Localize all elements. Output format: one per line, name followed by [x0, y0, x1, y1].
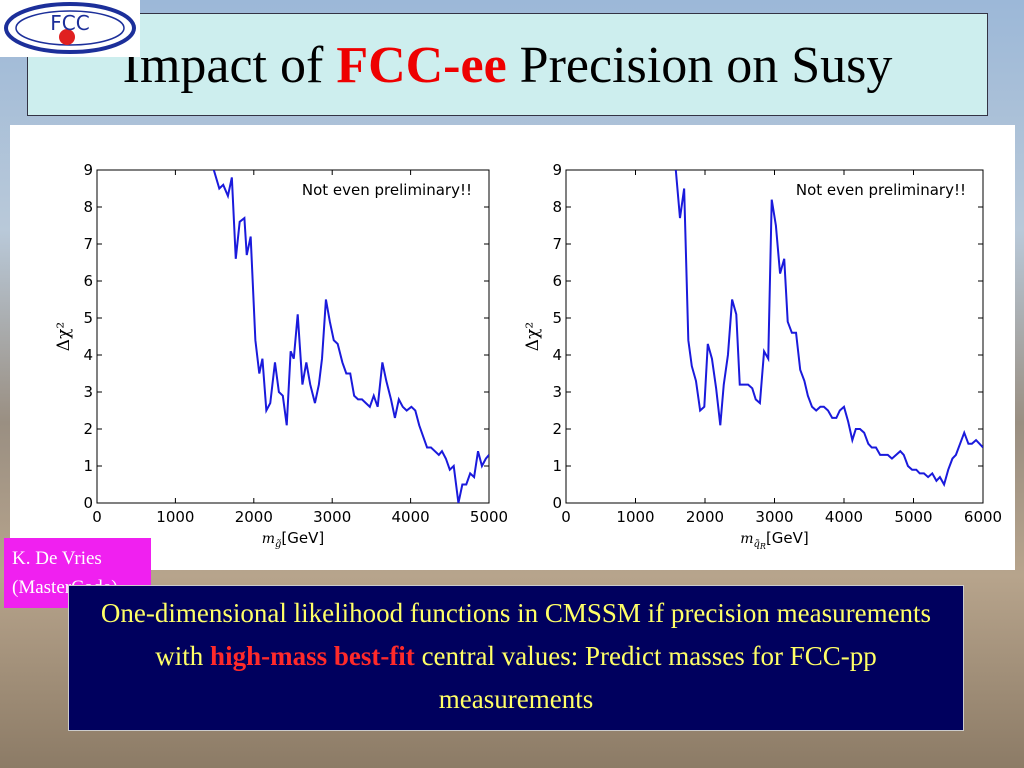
- y-tick-label: 9: [552, 161, 562, 179]
- y-tick-label: 7: [83, 235, 93, 253]
- y-tick-label: 1: [83, 457, 93, 475]
- x-tick-label: 5000: [894, 508, 932, 526]
- y-tick-label: 5: [83, 309, 93, 327]
- x-tick-label: 0: [92, 508, 102, 526]
- y-tick-label: 2: [552, 420, 562, 438]
- summary-box: One-dimensional likelihood functions in …: [68, 585, 964, 731]
- x-tick-label: 0: [561, 508, 571, 526]
- title-highlight: FCC-ee: [336, 37, 507, 94]
- x-tick-label: 4000: [825, 508, 863, 526]
- x-axis-label-var: m: [262, 531, 275, 547]
- logo-text: FCC: [50, 11, 89, 35]
- data-line: [674, 170, 983, 488]
- x-axis-label-var: m: [740, 531, 753, 547]
- y-tick-label: 6: [552, 272, 562, 290]
- y-tick-label: 9: [83, 161, 93, 179]
- title-text: Impact of: [122, 37, 324, 94]
- y-tick-label: 6: [83, 272, 93, 290]
- x-axis-label: mg̃[GeV]: [262, 529, 325, 550]
- y-tick-label: 8: [83, 198, 93, 216]
- annotation: Not even preliminary!!: [796, 181, 966, 199]
- logo-ring: [15, 10, 125, 46]
- x-tick-label: 3000: [313, 508, 351, 526]
- logo: FCC: [0, 0, 140, 57]
- x-axis-label: mq̃R[GeV]: [740, 529, 809, 551]
- y-axis-label: Δχ²: [54, 322, 74, 351]
- y-axis-label: Δχ²: [523, 322, 543, 351]
- data-line: [212, 170, 489, 503]
- y-tick-label: 8: [552, 198, 562, 216]
- annotation: Not even preliminary!!: [302, 181, 472, 199]
- x-axis-label-unit: [GeV]: [766, 529, 809, 547]
- y-tick-label: 7: [552, 235, 562, 253]
- x-axis-label-subsub: R: [759, 542, 766, 551]
- y-tick-label: 4: [552, 346, 562, 364]
- x-tick-label: 6000: [964, 508, 1002, 526]
- logo-ring: [4, 2, 136, 54]
- summary-text: One-dimensional likelihood functions in …: [100, 598, 932, 671]
- x-tick-label: 5000: [470, 508, 508, 526]
- x-tick-label: 2000: [686, 508, 724, 526]
- y-tick-label: 5: [552, 309, 562, 327]
- author-name: K. De Vries: [12, 548, 102, 569]
- y-tick-label: 4: [83, 346, 93, 364]
- x-tick-label: 2000: [235, 508, 273, 526]
- x-axis-label-sub: g̃: [275, 539, 281, 550]
- logo-dot: [59, 29, 75, 45]
- summary-highlight: high-mass best-fit: [210, 641, 415, 671]
- x-tick-label: 1000: [156, 508, 194, 526]
- x-axis-label-sub: q̃: [754, 539, 760, 550]
- y-tick-label: 0: [552, 494, 562, 512]
- y-tick-label: 3: [83, 383, 93, 401]
- title-text: Precision on Susy: [519, 37, 893, 94]
- y-tick-label: 1: [552, 457, 562, 475]
- y-tick-label: 2: [83, 420, 93, 438]
- y-tick-label: 0: [83, 494, 93, 512]
- x-tick-label: 3000: [755, 508, 793, 526]
- x-tick-label: 1000: [616, 508, 654, 526]
- title-box: Impact of FCC-ee Precision on Susy: [27, 13, 988, 116]
- chart-panel: [10, 125, 1015, 570]
- x-tick-label: 4000: [392, 508, 430, 526]
- x-axis-label-unit: [GeV]: [281, 529, 324, 547]
- y-tick-label: 3: [552, 383, 562, 401]
- summary-text: central values: Predict masses for FCC-p…: [421, 641, 877, 714]
- plot-frame: [96, 169, 490, 504]
